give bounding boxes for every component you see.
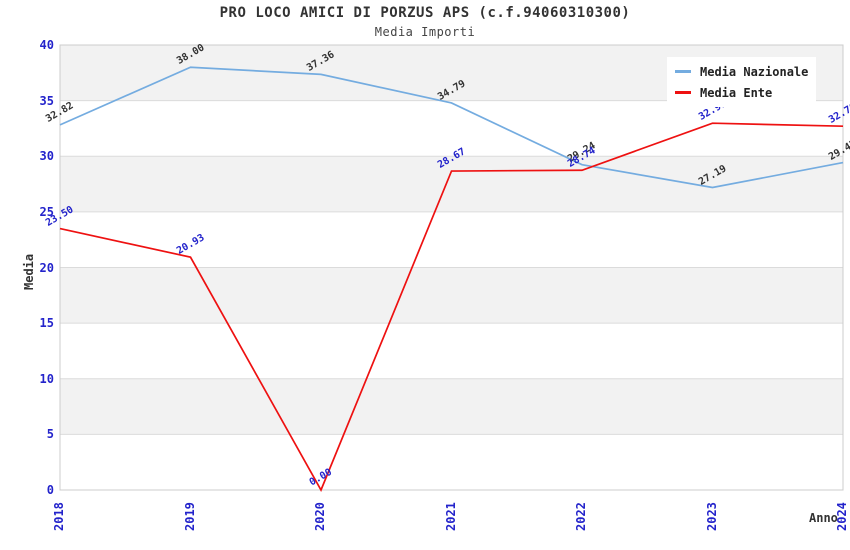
series-line-media-nazionale <box>59 66 844 189</box>
plot-band <box>60 156 843 212</box>
chart-title: PRO LOCO AMICI DI PORZUS APS (c.f.940603… <box>219 5 631 21</box>
chart-subtitle: Media Importi <box>374 25 476 39</box>
plot-border <box>59 44 844 491</box>
legend-swatch-media-nazionale <box>675 70 691 73</box>
plot-band <box>60 378 843 435</box>
legend-label: Media Nazionale <box>700 64 809 79</box>
legend-item-media-ente: Media Ente <box>675 82 808 103</box>
legend-item-media-nazionale: Media Nazionale <box>675 61 808 82</box>
plot-band <box>60 267 843 324</box>
legend-label: Media Ente <box>700 85 773 100</box>
series-line-media-ente <box>59 122 844 492</box>
y-axis-title: Media <box>22 253 36 290</box>
x-axis-title: Anno <box>809 511 838 525</box>
legend: Media Nazionale Media Ente <box>667 57 817 107</box>
legend-swatch-media-ente <box>675 91 691 94</box>
